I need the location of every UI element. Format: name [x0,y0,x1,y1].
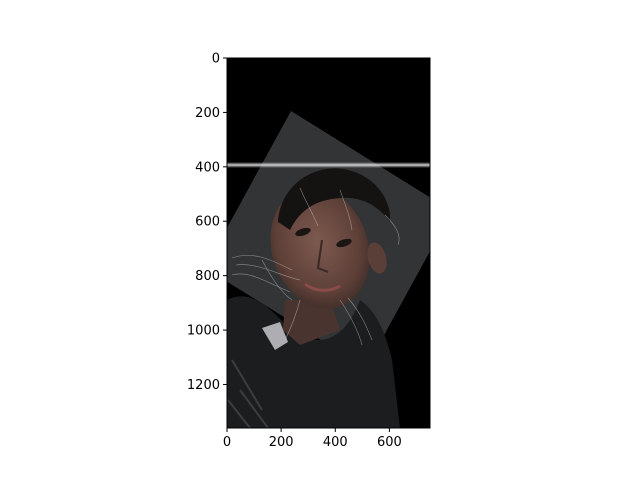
y-tick-label: 600 [195,215,220,230]
neck-shape [283,300,340,345]
jacket-highlight [227,359,269,428]
left-eye [295,227,311,237]
ear-shape [367,242,387,274]
hair-shape [278,168,391,230]
photo-area [227,58,430,428]
x-tick-label: 400 [323,435,348,450]
shirt-collar [262,322,288,350]
y-tick-label: 1200 [187,378,220,393]
x-tick-label: 0 [223,435,231,450]
x-tick-label: 600 [377,435,402,450]
x-tick-label: 200 [269,435,294,450]
nose-shape [316,239,329,273]
y-tick-label: 1000 [187,324,220,339]
y-tick-label: 200 [195,106,220,121]
scan-line [227,162,430,168]
x-axis-ticks: 0 200 400 600 [223,428,402,450]
y-tick-label: 800 [195,269,220,284]
y-tick-label: 0 [212,52,220,67]
y-axis-ticks: 0 200 400 600 800 1000 1200 [187,52,227,393]
right-eye [336,238,352,248]
y-tick-label: 400 [195,160,220,175]
axes-frame [226,57,431,429]
mouth-shape [304,282,341,292]
artifact-lines [231,187,400,346]
